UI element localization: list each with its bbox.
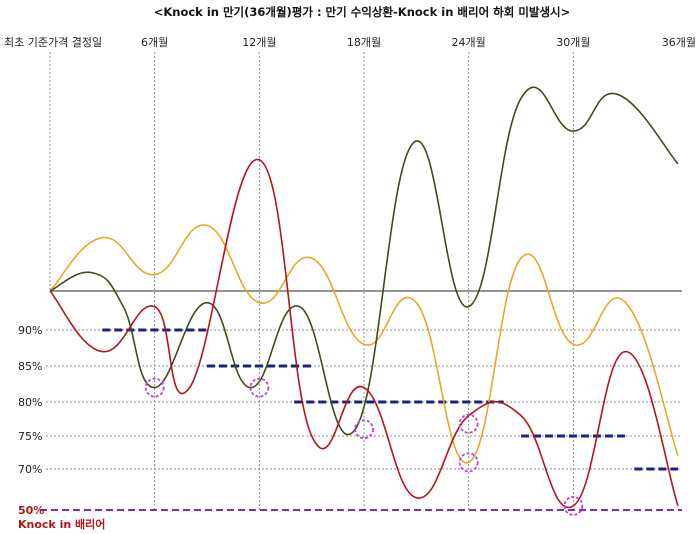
evaluation-marker-5 <box>458 452 479 473</box>
price-path-1 <box>49 224 679 464</box>
barrier-value-label: 50% <box>18 504 44 517</box>
evaluation-marker-6 <box>563 495 584 516</box>
grid-layer <box>40 52 682 512</box>
evaluation-markers <box>144 377 584 516</box>
barrier-name-label: Knock in 배리어 <box>18 517 105 531</box>
evaluation-marker-1 <box>144 377 165 398</box>
period-label-6: 36개월 <box>662 36 696 49</box>
period-label-2: 12개월 <box>242 36 276 49</box>
level-label-90: 90% <box>18 324 42 337</box>
evaluation-marker-3 <box>354 419 374 440</box>
period-label-0: 최초 기준가격 결정일 <box>4 35 102 49</box>
level-label-80: 80% <box>18 396 42 409</box>
series-layer <box>49 86 679 509</box>
evaluation-marker-2 <box>249 377 270 398</box>
axis-labels: 최초 기준가격 결정일 6개월 12개월 18개월 24개월 30개월 36개월 90% 85%… <box>4 35 696 531</box>
period-label-3: 18개월 <box>347 36 381 49</box>
price-path-2 <box>49 86 679 436</box>
redemption-levels <box>102 328 678 471</box>
level-label-70: 70% <box>18 463 42 476</box>
period-label-4: 24개월 <box>452 36 486 49</box>
level-label-85: 85% <box>18 360 42 373</box>
period-label-5: 30개월 <box>556 36 590 49</box>
level-label-75: 75% <box>18 430 42 443</box>
period-label-1: 6개월 <box>141 36 168 49</box>
evaluation-marker-4 <box>458 413 479 434</box>
chart-title: <Knock in 만기(36개월)평가 : 만기 수익상환-Knock in … <box>154 5 571 19</box>
price-path-3 <box>49 158 679 509</box>
